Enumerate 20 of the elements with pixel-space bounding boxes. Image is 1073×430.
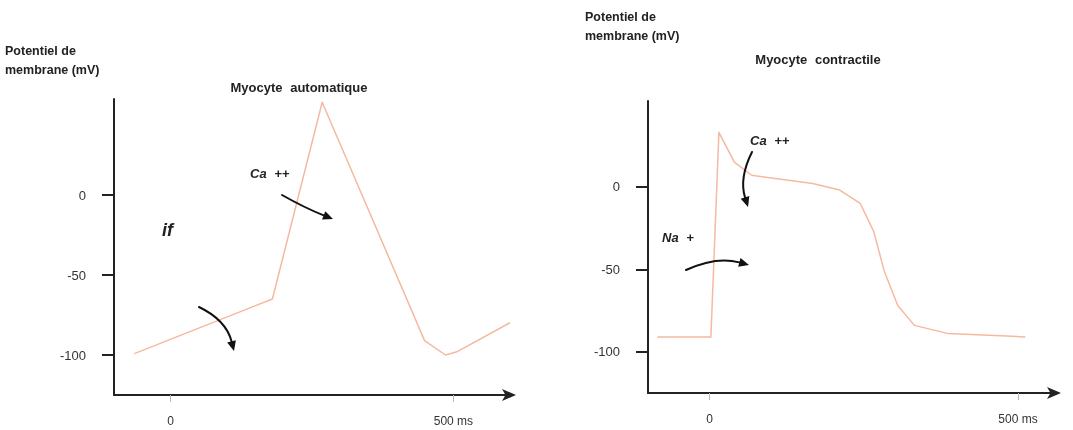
annotation: Na + — [662, 230, 694, 245]
annotation: Ca ++ — [250, 166, 290, 181]
y-tick-label: -50 — [67, 267, 86, 283]
x-tick-label: 500 ms — [998, 412, 1038, 426]
x-tick-label: 500 ms — [433, 414, 474, 428]
y-tick-label: -100 — [59, 347, 86, 363]
y-axis-title: Potentiel de membrane (mV) — [585, 9, 681, 45]
y-tick-label: 0 — [612, 179, 620, 195]
annotation: Ca ++ — [750, 133, 790, 148]
line-series — [657, 131, 1026, 338]
y-tick-label: -50 — [601, 261, 620, 277]
x-tick-label: 0 — [706, 412, 714, 426]
y-tick-label: -100 — [593, 344, 620, 360]
chart-title: Myocyte contractile — [755, 52, 881, 67]
y-tick-label: 0 — [78, 187, 86, 203]
x-tick-label: 0 — [167, 414, 175, 428]
chart-title: Myocyte automatique — [230, 80, 368, 95]
y-axis-title: Potentiel de membrane (mV) — [5, 43, 101, 79]
annotation: if — [162, 220, 173, 241]
line-series — [134, 101, 511, 356]
